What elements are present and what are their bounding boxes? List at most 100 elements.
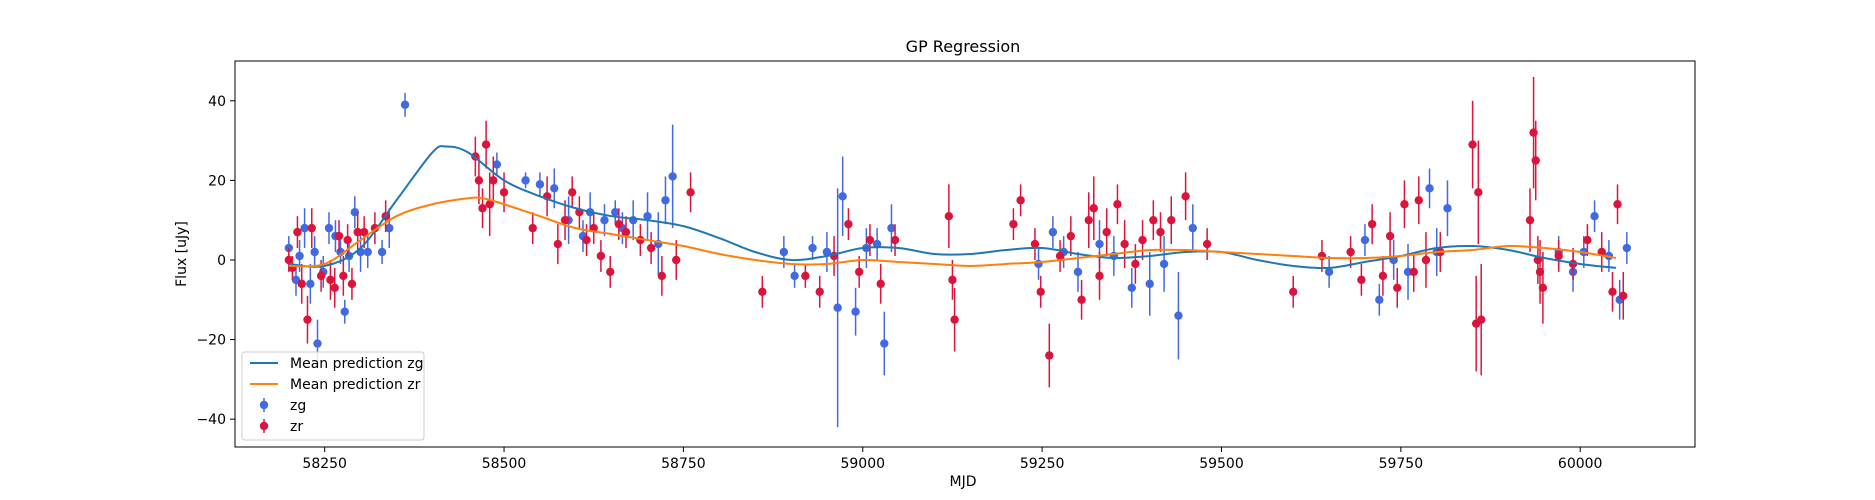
point-zr — [347, 279, 357, 289]
point-zr — [686, 188, 695, 197]
point-zr — [1095, 271, 1104, 281]
point-zr — [1525, 215, 1535, 225]
point-zr — [657, 271, 667, 281]
point-zr — [876, 279, 885, 289]
point-zg — [611, 208, 620, 217]
point-zg — [1622, 243, 1632, 253]
point-zr — [614, 219, 624, 229]
x-tick-label: 59500 — [1199, 456, 1244, 472]
point-zg — [643, 211, 652, 221]
point-zg — [1034, 259, 1043, 269]
point-zr — [1409, 267, 1418, 277]
point-zr — [1036, 287, 1045, 297]
point-zr — [1202, 239, 1212, 249]
point-zr — [316, 271, 326, 281]
mean-prediction-lines — [288, 145, 1617, 270]
point-zg — [628, 215, 638, 225]
point-zg — [1127, 283, 1137, 293]
point-zr — [1138, 235, 1147, 245]
point-zg — [1048, 227, 1058, 237]
point-zr — [621, 227, 631, 237]
point-zg — [838, 192, 847, 201]
point-zr — [1317, 251, 1327, 261]
point-zr — [1120, 239, 1129, 249]
point-zg — [1425, 184, 1434, 193]
legend: Mean prediction zg Mean prediction zr zg zr — [241, 351, 425, 441]
point-zr — [1378, 271, 1388, 281]
point-zr — [1156, 227, 1165, 237]
point-zr — [297, 279, 306, 289]
point-zr — [1346, 247, 1355, 257]
point-zr — [1474, 188, 1483, 197]
point-zr — [1367, 219, 1377, 229]
point-zr — [1583, 235, 1592, 245]
series-zr — [284, 76, 1628, 388]
point-zr — [1009, 219, 1018, 229]
point-zg — [1360, 235, 1370, 245]
point-zg — [300, 223, 309, 233]
chart-title: GP Regression — [906, 37, 1021, 56]
point-zg — [790, 271, 799, 281]
point-zr — [1468, 140, 1477, 149]
point-zr — [1084, 215, 1093, 225]
y-tick-label: 0 — [217, 253, 226, 269]
point-zg — [492, 160, 502, 169]
legend-marker-swatch — [259, 400, 269, 410]
point-zg — [350, 208, 360, 217]
point-zr — [1102, 227, 1111, 237]
point-zg — [808, 243, 817, 253]
point-zr — [1016, 196, 1025, 205]
point-zr — [485, 200, 494, 209]
y-axis-label: Flux [uJy] — [174, 221, 190, 287]
point-zr — [528, 223, 537, 233]
point-zr — [865, 235, 875, 245]
point-zg — [600, 215, 609, 225]
point-zr — [293, 227, 302, 237]
point-zg — [822, 247, 832, 257]
point-zr — [672, 255, 681, 265]
point-zr — [1089, 204, 1098, 213]
y-tick-label: −20 — [196, 333, 226, 349]
point-zg — [1174, 311, 1183, 320]
point-zg — [887, 223, 896, 233]
plot-area — [284, 76, 1632, 428]
point-zr — [1613, 200, 1622, 209]
point-zg — [1188, 223, 1197, 233]
point-zr — [284, 255, 294, 265]
point-zr — [560, 215, 570, 225]
point-zr — [1393, 283, 1402, 293]
point-zr — [1554, 251, 1563, 261]
point-zr — [1535, 267, 1545, 277]
point-zr — [499, 188, 509, 197]
point-zg — [880, 339, 889, 348]
point-zr — [646, 243, 656, 253]
point-zr — [1538, 283, 1548, 293]
point-zr — [1385, 231, 1395, 241]
point-zg — [1159, 259, 1169, 269]
point-zr — [334, 231, 344, 241]
point-zg — [340, 307, 349, 316]
point-zg — [1590, 211, 1599, 221]
x-axis-ticks: 58250 58500 58750 59000 59250 59500 59750 60000 — [302, 447, 1602, 472]
legend-box — [241, 351, 425, 441]
point-zg — [1324, 267, 1334, 277]
point-zr — [801, 271, 810, 281]
point-zr — [1414, 196, 1423, 205]
point-zr — [489, 176, 498, 185]
point-zr — [1030, 239, 1040, 249]
point-zr — [307, 223, 316, 233]
point-zg — [1375, 295, 1384, 304]
point-zr — [567, 188, 577, 197]
point-zr — [359, 227, 369, 237]
point-zr — [1077, 295, 1086, 304]
point-zr — [944, 211, 954, 221]
point-zr — [481, 140, 491, 149]
point-zr — [1357, 275, 1366, 285]
point-zr — [1531, 156, 1540, 165]
point-zr — [343, 235, 352, 245]
point-zg — [550, 184, 559, 193]
point-zg — [310, 247, 319, 257]
point-zg — [851, 307, 860, 316]
point-zr — [474, 176, 484, 185]
x-tick-label: 59250 — [1020, 456, 1065, 472]
